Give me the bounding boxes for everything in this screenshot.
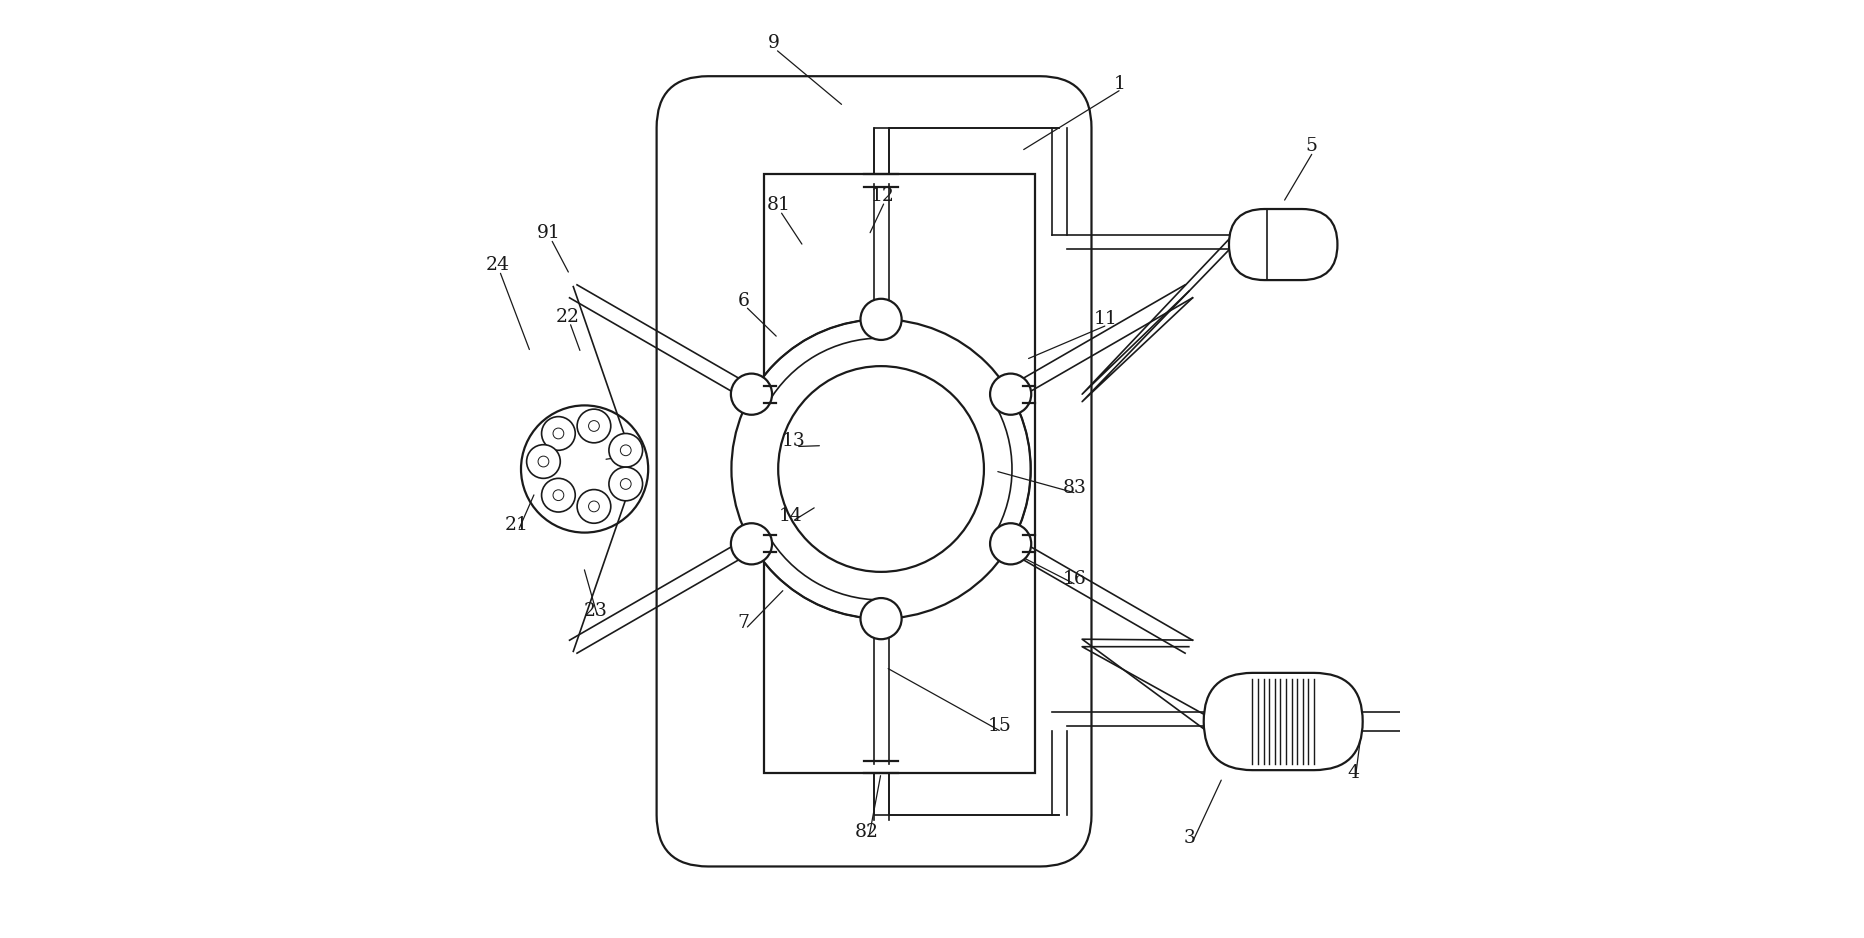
Text: 4: 4 [1346, 764, 1359, 782]
Text: 21: 21 [503, 516, 528, 534]
Text: 81: 81 [766, 196, 790, 214]
Text: 13: 13 [781, 431, 805, 450]
Text: 23: 23 [583, 602, 608, 620]
Text: 15: 15 [988, 718, 1012, 735]
Text: 22: 22 [555, 308, 580, 325]
Text: 9: 9 [768, 35, 779, 53]
Text: 16: 16 [1062, 570, 1087, 588]
Text: 24: 24 [485, 256, 509, 274]
Circle shape [541, 478, 574, 512]
Text: 83: 83 [1062, 478, 1087, 497]
Text: 82: 82 [854, 823, 878, 840]
Circle shape [859, 299, 900, 340]
Text: 3: 3 [1184, 829, 1195, 847]
Circle shape [731, 373, 772, 415]
Circle shape [621, 445, 630, 456]
Text: 2: 2 [621, 441, 632, 460]
Text: 12: 12 [870, 187, 895, 204]
Circle shape [554, 490, 563, 501]
Text: 5: 5 [1305, 137, 1316, 156]
Circle shape [990, 523, 1031, 565]
FancyBboxPatch shape [1228, 209, 1336, 280]
Bar [764, 174, 1035, 773]
Circle shape [526, 445, 559, 478]
Circle shape [576, 490, 610, 523]
Circle shape [589, 501, 598, 512]
FancyBboxPatch shape [1202, 673, 1363, 770]
Text: 11: 11 [1092, 310, 1117, 328]
Circle shape [608, 467, 643, 501]
Text: 1: 1 [1113, 75, 1124, 93]
Text: 6: 6 [738, 292, 749, 310]
Circle shape [608, 433, 643, 467]
Circle shape [539, 456, 548, 467]
Circle shape [589, 420, 598, 431]
Text: 91: 91 [537, 224, 561, 242]
Circle shape [621, 478, 630, 490]
Text: 7: 7 [736, 614, 749, 632]
Circle shape [990, 373, 1031, 415]
Circle shape [541, 416, 574, 450]
Circle shape [777, 366, 984, 572]
Circle shape [554, 428, 563, 439]
Text: 14: 14 [777, 507, 802, 524]
Circle shape [731, 523, 772, 565]
Circle shape [576, 409, 610, 443]
FancyBboxPatch shape [656, 76, 1090, 867]
Circle shape [731, 319, 1031, 619]
Circle shape [859, 598, 900, 639]
